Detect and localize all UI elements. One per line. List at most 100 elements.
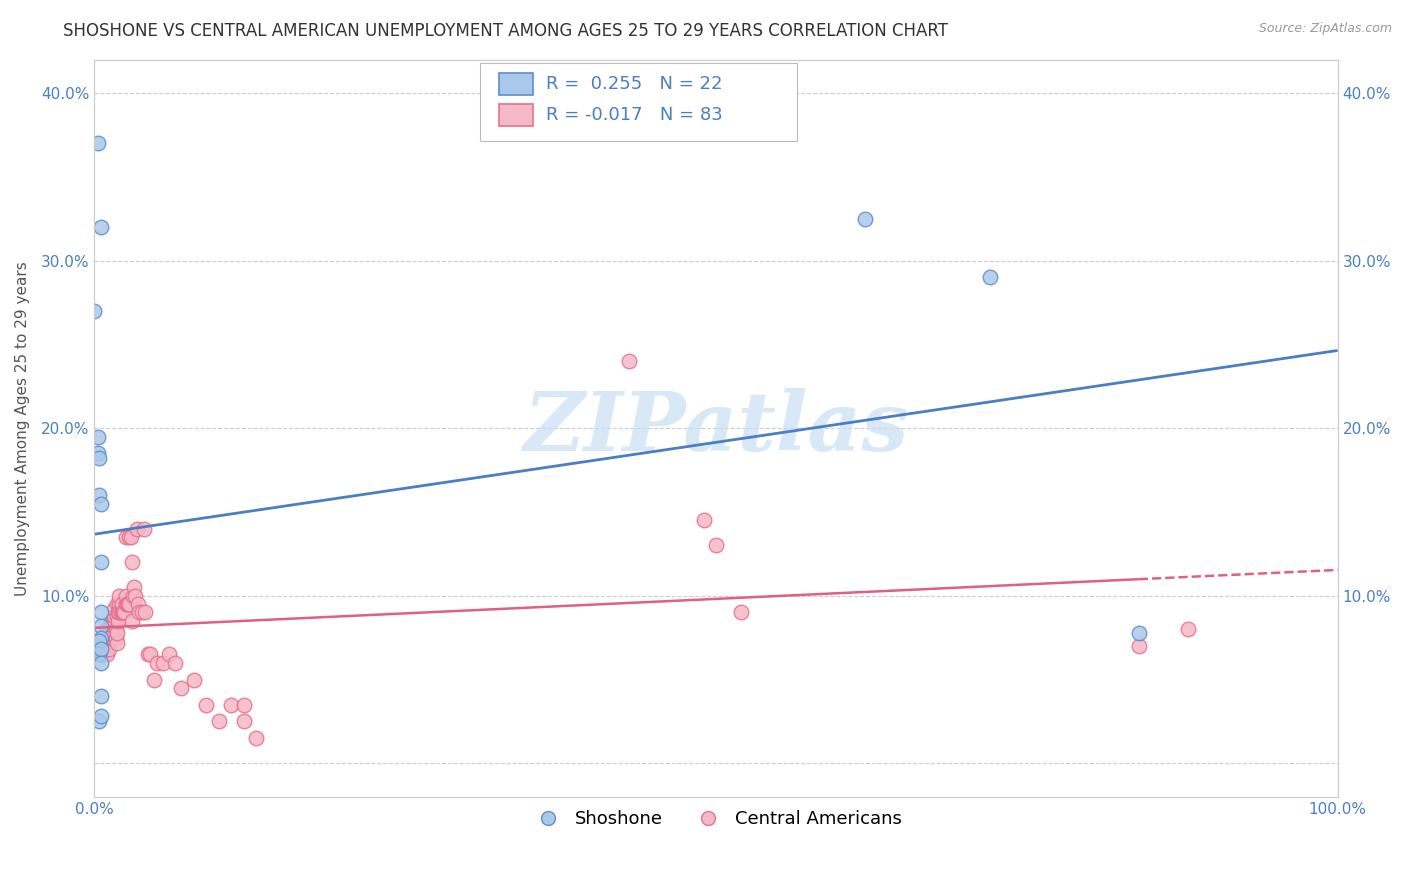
Point (125, 522, 148, 536)
Point (89, 648, 111, 662)
Point (121, 614, 143, 628)
Point (1128, 639, 1150, 653)
Point (96, 639, 118, 653)
Point (89, 634, 111, 648)
Point (90, 220, 112, 235)
Point (117, 597, 139, 611)
Point (89, 648, 111, 662)
Point (120, 530, 142, 544)
Point (122, 589, 145, 603)
Point (90, 631, 112, 645)
Point (105, 608, 128, 623)
Point (118, 597, 141, 611)
Point (90, 497, 112, 511)
Point (90, 619, 112, 633)
Point (98, 642, 121, 657)
Point (617, 354, 640, 368)
Text: R =  0.255   N = 22: R = 0.255 N = 22 (546, 75, 723, 93)
Point (101, 619, 124, 633)
Point (101, 622, 124, 636)
Point (1128, 625, 1150, 640)
Point (87, 639, 110, 653)
Text: ZIPatlas: ZIPatlas (523, 388, 908, 468)
Point (93, 631, 115, 645)
Point (136, 648, 159, 662)
Point (245, 731, 267, 746)
Point (111, 597, 134, 611)
Point (101, 631, 124, 645)
Point (112, 606, 135, 620)
Point (89, 488, 111, 502)
Point (110, 606, 132, 620)
Point (96, 648, 118, 662)
Point (90, 648, 112, 662)
Point (90, 709, 112, 723)
Point (108, 597, 131, 611)
Point (87, 136, 110, 151)
Point (108, 606, 131, 620)
Point (105, 625, 128, 640)
Bar (499, 104, 533, 127)
Point (704, 539, 727, 553)
Point (131, 606, 153, 620)
Point (134, 522, 156, 536)
Point (107, 614, 129, 628)
Point (104, 622, 127, 636)
Point (157, 648, 180, 662)
Point (183, 673, 205, 687)
Point (112, 606, 135, 620)
Point (101, 614, 124, 628)
Point (152, 656, 174, 670)
Point (122, 580, 145, 594)
Point (90, 656, 112, 670)
Point (195, 698, 218, 712)
Point (108, 589, 131, 603)
Point (100, 614, 122, 628)
Point (134, 606, 156, 620)
Point (232, 714, 254, 729)
Point (105, 597, 128, 611)
Point (232, 698, 254, 712)
Point (97, 635, 120, 649)
FancyBboxPatch shape (479, 63, 797, 141)
Text: Source: ZipAtlas.com: Source: ZipAtlas.com (1258, 22, 1392, 36)
Point (692, 513, 714, 527)
Point (124, 589, 146, 603)
Point (98, 622, 121, 636)
Point (86, 639, 108, 653)
Point (83, 304, 105, 318)
Point (93, 639, 115, 653)
Point (114, 530, 136, 544)
Point (170, 681, 193, 695)
Point (114, 589, 136, 603)
Point (127, 597, 149, 611)
Text: R = -0.017   N = 83: R = -0.017 N = 83 (546, 106, 723, 125)
Point (103, 602, 125, 616)
Point (91, 648, 114, 662)
Point (114, 597, 136, 611)
Point (96, 622, 118, 636)
Point (165, 656, 187, 670)
Point (103, 619, 125, 633)
Point (128, 606, 150, 620)
Point (101, 631, 124, 645)
Point (143, 673, 166, 687)
Bar (499, 73, 533, 95)
Point (90, 555, 112, 569)
Point (89, 714, 111, 729)
Point (100, 631, 122, 645)
Y-axis label: Unemployment Among Ages 25 to 29 years: Unemployment Among Ages 25 to 29 years (15, 260, 30, 596)
Point (208, 714, 231, 729)
Point (107, 606, 129, 620)
Point (103, 608, 125, 623)
Text: SHOSHONE VS CENTRAL AMERICAN UNEMPLOYMENT AMONG AGES 25 TO 29 YEARS CORRELATION : SHOSHONE VS CENTRAL AMERICAN UNEMPLOYMEN… (63, 22, 948, 40)
Point (90, 606, 112, 620)
Point (89, 451, 111, 466)
Legend: Shoshone, Central Americans: Shoshone, Central Americans (523, 803, 910, 836)
Point (115, 597, 138, 611)
Point (145, 656, 167, 670)
Point (1177, 622, 1199, 636)
Point (104, 631, 127, 645)
Point (87, 446, 110, 460)
Point (121, 555, 143, 569)
